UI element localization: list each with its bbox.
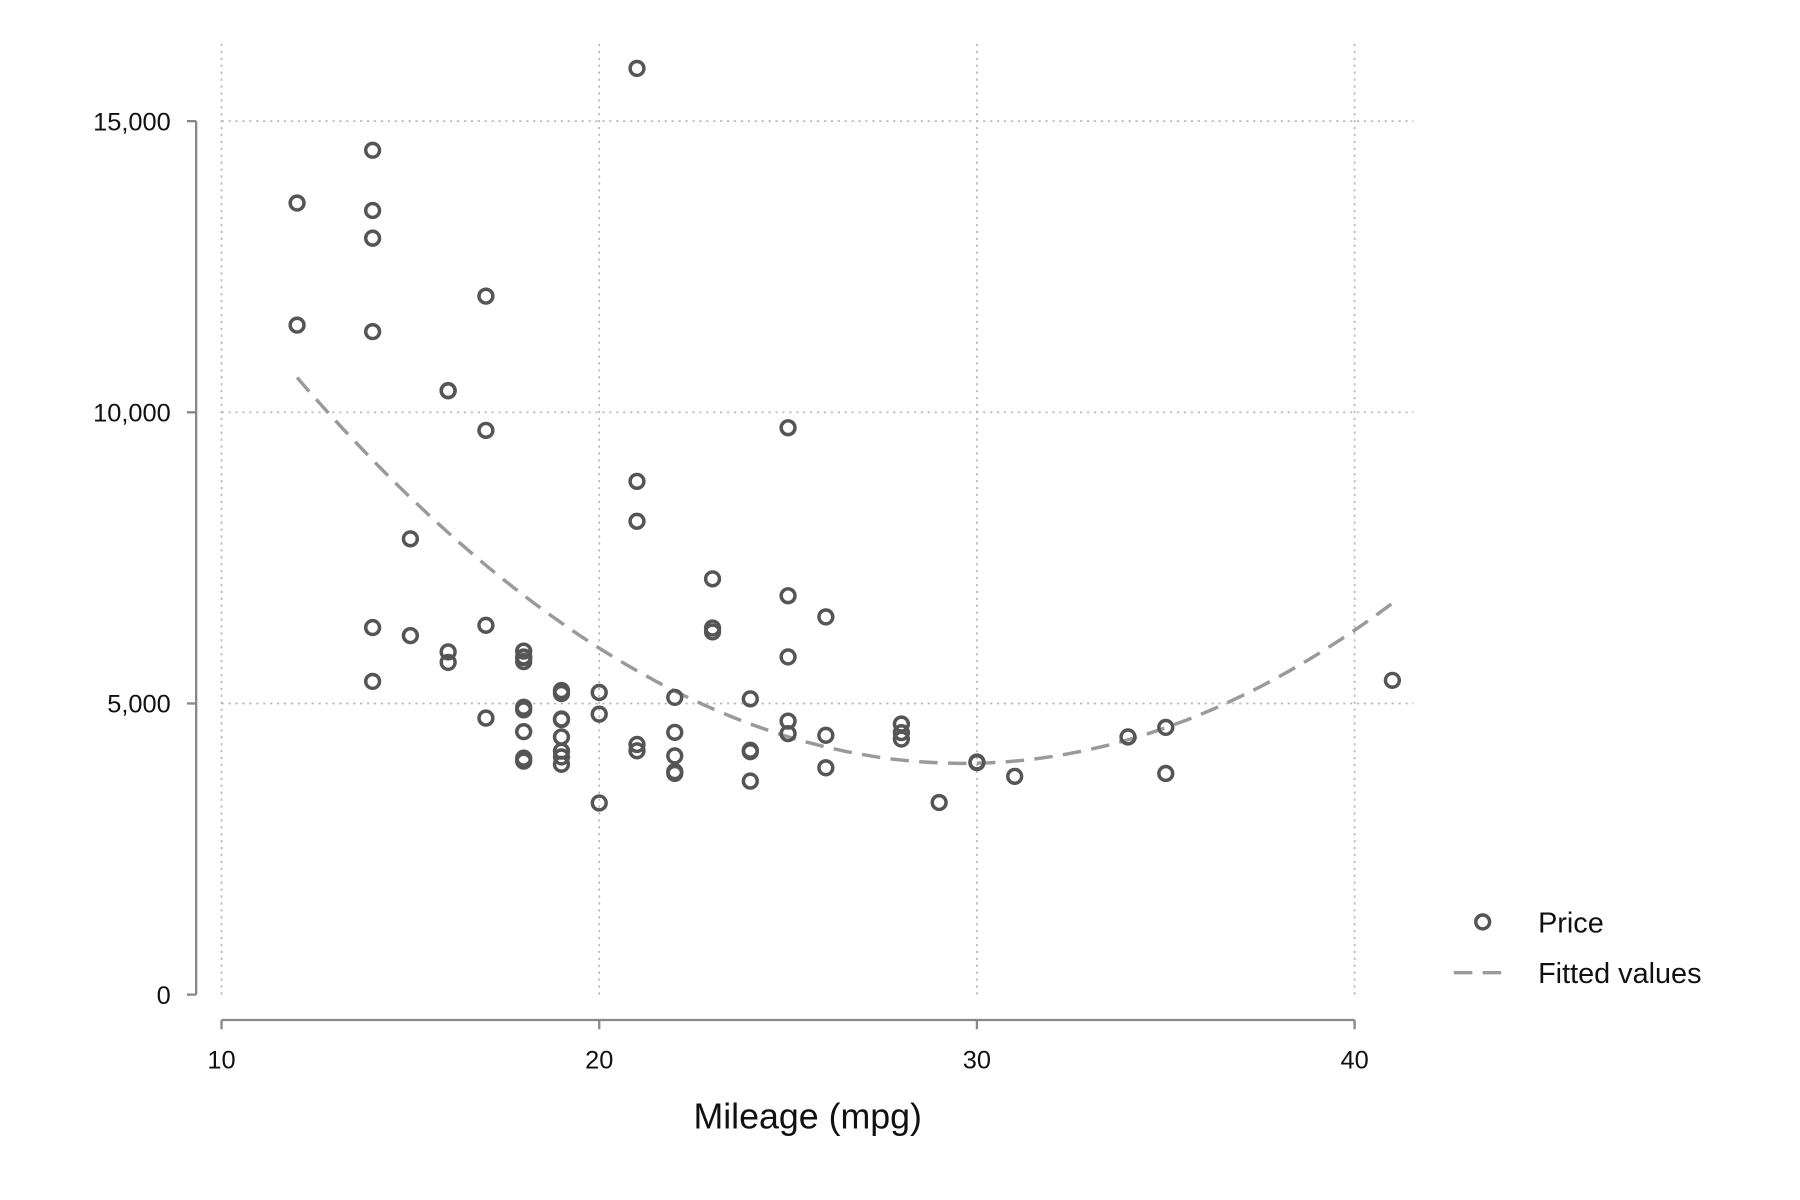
data-point (1157, 764, 1175, 783)
data-point (628, 59, 646, 78)
data-point (968, 753, 986, 771)
legend-price-marker (1474, 913, 1492, 931)
y-tick-label: 5,000 (107, 691, 170, 719)
data-point (477, 421, 495, 440)
data-point (779, 712, 797, 730)
data-point (552, 728, 571, 746)
data-point (552, 748, 571, 766)
data-point (666, 688, 684, 707)
price-points (288, 59, 1402, 812)
data-point (477, 709, 495, 727)
data-point (892, 715, 911, 733)
x-ticks: 10 20 30 40 (207, 1019, 1369, 1074)
data-point (1006, 767, 1024, 786)
data-point (1119, 728, 1137, 746)
fitted-values-line (295, 376, 1394, 766)
data-point (628, 742, 646, 760)
data-point (1383, 671, 1402, 689)
data-point (363, 229, 382, 247)
data-point (628, 512, 646, 530)
data-point (515, 722, 533, 741)
data-point (703, 570, 722, 588)
x-tick-label: 10 (207, 1046, 235, 1074)
gridlines (220, 43, 1414, 995)
data-point (590, 705, 608, 723)
data-point (288, 194, 306, 212)
data-point (666, 747, 684, 765)
data-point (515, 642, 533, 660)
data-point (666, 762, 684, 781)
data-point (1157, 718, 1175, 737)
x-axis-title: Mileage (mpg) (693, 1096, 921, 1136)
data-point (363, 672, 382, 691)
data-point (401, 626, 420, 645)
data-point (439, 382, 457, 400)
data-point (439, 653, 457, 672)
data-point (703, 623, 722, 641)
data-point (628, 735, 646, 754)
data-point (741, 772, 759, 790)
data-point (515, 749, 533, 767)
data-point (363, 201, 382, 220)
data-point (779, 419, 797, 437)
legend-price-label: Price (1538, 907, 1604, 939)
legend-fit-label: Fitted values (1538, 958, 1701, 990)
data-point (741, 690, 759, 708)
y-tick-label: 15,000 (93, 108, 171, 136)
data-point (892, 723, 911, 742)
data-point (817, 759, 835, 777)
data-point (552, 681, 571, 700)
data-point (590, 794, 608, 812)
data-point (628, 472, 646, 491)
data-point (930, 793, 948, 812)
data-point (477, 616, 495, 634)
y-tick-label: 10,000 (93, 400, 171, 428)
data-point (439, 643, 457, 661)
x-tick-label: 30 (963, 1046, 991, 1074)
data-point (288, 316, 306, 334)
data-point (515, 652, 533, 671)
data-point (363, 141, 382, 159)
data-point (363, 323, 382, 341)
data-point (363, 618, 382, 637)
data-point (477, 287, 495, 305)
data-point (515, 698, 533, 716)
y-ticks: 0 5,000 10,000 15,000 (93, 108, 197, 1010)
x-tick-label: 20 (585, 1046, 613, 1074)
data-point (779, 648, 797, 666)
data-point (666, 723, 684, 741)
y-tick-label: 0 (157, 982, 171, 1010)
x-tick-label: 40 (1340, 1046, 1368, 1074)
data-point (817, 608, 835, 626)
data-point (590, 683, 608, 702)
data-point (779, 587, 797, 605)
legend: Price Fitted values (1453, 907, 1702, 990)
data-point (741, 743, 759, 761)
data-point (817, 726, 835, 744)
data-point (552, 710, 571, 729)
data-point (401, 530, 420, 548)
